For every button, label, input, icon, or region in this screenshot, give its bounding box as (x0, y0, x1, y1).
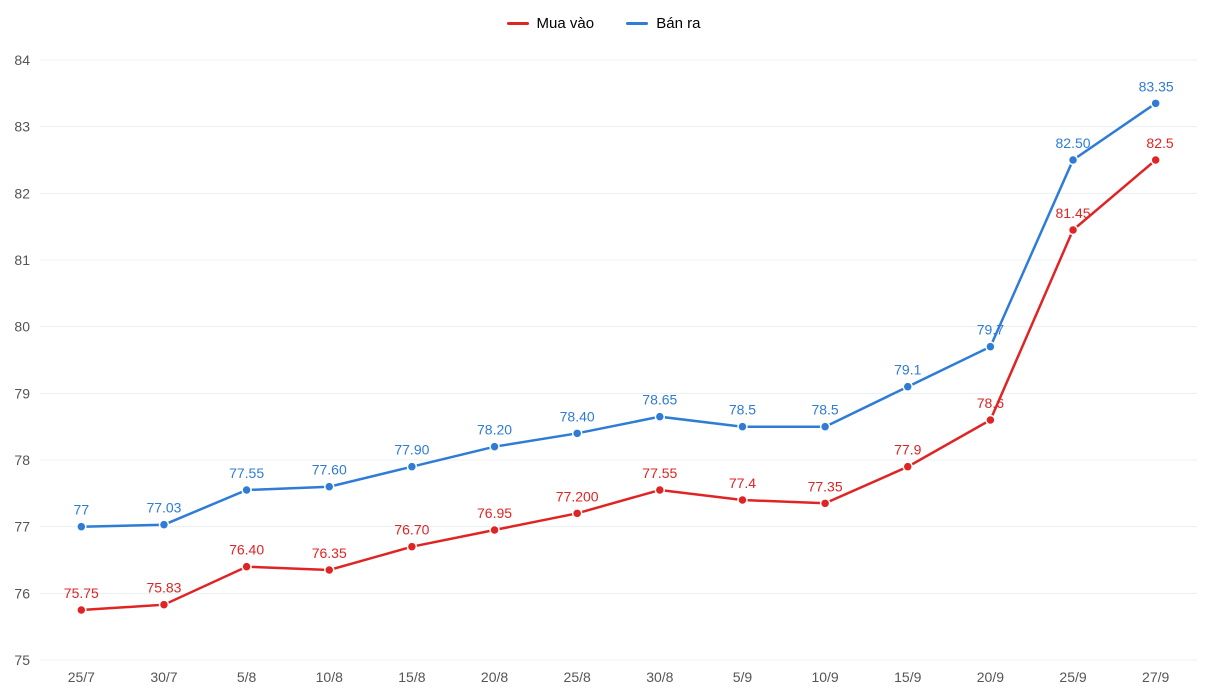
data-label-ban_ra: 77.55 (229, 465, 264, 481)
x-tick-label: 20/8 (481, 669, 508, 685)
y-tick-label: 80 (14, 319, 30, 335)
y-tick-label: 76 (14, 585, 30, 601)
marker-mua_vao (821, 499, 830, 508)
chart-container: Mua vào Bán ra 7576777879808182838425/73… (0, 0, 1207, 700)
data-label-ban_ra: 77.60 (312, 462, 347, 478)
marker-ban_ra (821, 422, 830, 431)
data-label-mua_vao: 75.75 (64, 585, 99, 601)
data-label-mua_vao: 77.55 (642, 465, 677, 481)
y-tick-label: 75 (14, 652, 30, 668)
data-label-ban_ra: 79.1 (894, 362, 921, 378)
data-label-mua_vao: 76.40 (229, 542, 264, 558)
x-tick-label: 15/9 (894, 669, 921, 685)
x-tick-label: 5/8 (237, 669, 257, 685)
marker-mua_vao (159, 600, 168, 609)
marker-mua_vao (986, 416, 995, 425)
marker-ban_ra (573, 429, 582, 438)
y-tick-label: 81 (14, 252, 30, 268)
marker-ban_ra (903, 382, 912, 391)
line-chart: 75 76 77 78 79 80 81 82 83 84 25/7 30/7 5/8 10/8 15/8 2… (0, 0, 1207, 700)
data-label-ban_ra: 78.65 (642, 392, 677, 408)
x-tick-label: 5/9 (733, 669, 753, 685)
marker-mua_vao (655, 486, 664, 495)
marker-mua_vao (1151, 156, 1160, 165)
marker-ban_ra (159, 520, 168, 529)
data-label-mua_vao: 76.35 (312, 545, 347, 561)
data-label-ban_ra: 77.90 (394, 442, 429, 458)
marker-mua_vao (407, 542, 416, 551)
data-label-mua_vao: 77.200 (556, 488, 599, 504)
x-tick-label: 27/9 (1142, 669, 1169, 685)
x-tick-label: 25/9 (1059, 669, 1086, 685)
x-tick-label: 30/8 (646, 669, 673, 685)
x-tick-label: 25/8 (564, 669, 591, 685)
data-label-mua_vao: 77.35 (808, 478, 843, 494)
marker-ban_ra (986, 342, 995, 351)
marker-mua_vao (490, 526, 499, 535)
data-label-mua_vao: 76.70 (394, 522, 429, 538)
marker-ban_ra (490, 442, 499, 451)
x-tick-label: 25/7 (68, 669, 95, 685)
marker-ban_ra (242, 486, 251, 495)
marker-mua_vao (738, 496, 747, 505)
marker-ban_ra (407, 462, 416, 471)
marker-mua_vao (77, 606, 86, 615)
y-tick-label: 78 (14, 452, 30, 468)
data-label-mua_vao: 82.5 (1146, 135, 1173, 151)
x-tick-label: 10/8 (316, 669, 343, 685)
y-tick-label: 84 (14, 52, 30, 68)
x-tick-label: 10/9 (811, 669, 838, 685)
marker-mua_vao (1069, 226, 1078, 235)
x-tick-label: 30/7 (150, 669, 177, 685)
series-line-ban_ra (81, 103, 1155, 526)
marker-ban_ra (325, 482, 334, 491)
data-label-ban_ra: 77.03 (146, 500, 181, 516)
data-label-mua_vao: 77.9 (894, 442, 921, 458)
data-label-ban_ra: 79.7 (977, 322, 1004, 338)
y-tick-label: 82 (14, 185, 30, 201)
x-tick-label: 20/9 (977, 669, 1004, 685)
data-label-ban_ra: 78.5 (811, 402, 838, 418)
data-label-ban_ra: 77 (74, 502, 90, 518)
marker-ban_ra (77, 522, 86, 531)
marker-ban_ra (655, 412, 664, 421)
y-tick-label: 79 (14, 385, 30, 401)
data-label-ban_ra: 78.20 (477, 422, 512, 438)
marker-ban_ra (1151, 99, 1160, 108)
marker-mua_vao (242, 562, 251, 571)
data-label-mua_vao: 76.95 (477, 505, 512, 521)
marker-mua_vao (325, 566, 334, 575)
y-tick-label: 83 (14, 119, 30, 135)
data-label-mua_vao: 77.4 (729, 475, 756, 491)
data-label-ban_ra: 78.5 (729, 402, 756, 418)
marker-mua_vao (573, 509, 582, 518)
data-label-mua_vao: 81.45 (1056, 205, 1091, 221)
marker-ban_ra (1069, 156, 1078, 165)
data-label-ban_ra: 83.35 (1139, 78, 1174, 94)
marker-mua_vao (903, 462, 912, 471)
x-tick-label: 15/8 (398, 669, 425, 685)
data-label-mua_vao: 78.6 (977, 395, 1004, 411)
data-label-ban_ra: 78.40 (560, 408, 595, 424)
y-tick-label: 77 (14, 519, 30, 535)
marker-ban_ra (738, 422, 747, 431)
data-label-mua_vao: 75.83 (146, 580, 181, 596)
data-label-ban_ra: 82.50 (1056, 135, 1091, 151)
